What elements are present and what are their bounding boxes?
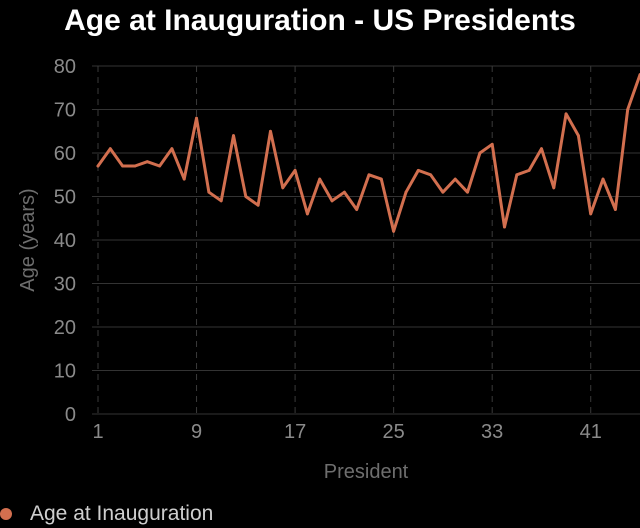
y-tick-label: 50 [54, 187, 76, 209]
data-point [182, 177, 186, 181]
data-point [232, 134, 235, 138]
data-point [392, 229, 396, 233]
y-tick-label: 30 [54, 274, 76, 296]
data-point [367, 173, 371, 177]
grid-lines [92, 65, 640, 415]
data-point [170, 147, 174, 151]
x-tick-label: 41 [580, 421, 602, 443]
data-point [577, 134, 580, 138]
legend-label: Age at Inauguration [30, 502, 214, 525]
data-point [416, 169, 420, 172]
data-point [342, 190, 346, 194]
data-point [453, 177, 457, 181]
data-point [269, 129, 272, 133]
y-tick-label: 10 [54, 361, 76, 383]
data-point [429, 173, 432, 177]
x-tick-label: 25 [383, 421, 405, 443]
data-point [281, 186, 285, 190]
data-point [466, 190, 469, 194]
data-point [96, 164, 100, 168]
data-point [318, 177, 322, 181]
data-point [293, 169, 297, 172]
data-point [108, 147, 112, 151]
legend: Age at Inauguration [0, 500, 213, 528]
data-point [244, 195, 248, 198]
data-point [121, 164, 125, 168]
data-point [613, 208, 617, 211]
data-point [379, 177, 383, 181]
y-tick-labels: 0 10 20 30 40 50 60 70 80 [54, 56, 76, 426]
data-point [441, 190, 445, 194]
y-tick-label: 0 [65, 404, 76, 426]
y-tick-label: 40 [54, 230, 76, 252]
x-tick-label: 9 [191, 421, 202, 443]
y-tick-label: 20 [54, 317, 76, 339]
legend-swatch [0, 508, 12, 520]
chart-title: Age at Inauguration - US Presidents [64, 4, 576, 37]
data-point [527, 169, 531, 172]
data-point [133, 164, 137, 168]
x-tick-label: 33 [481, 421, 503, 443]
x-tick-label: 17 [284, 421, 306, 443]
data-point [490, 142, 494, 146]
data-point [601, 177, 605, 181]
data-point [564, 112, 568, 116]
data-point [306, 212, 309, 216]
data-point [355, 208, 359, 211]
data-point [478, 151, 482, 155]
y-tick-label: 70 [54, 100, 76, 122]
data-point [195, 116, 198, 120]
data-point [503, 225, 506, 229]
y-axis-label: Age (years) [17, 188, 39, 291]
data-point [404, 190, 408, 194]
series-layer [96, 73, 640, 233]
x-tick-labels: 1 9 17 25 33 41 [92, 421, 601, 443]
data-point [540, 147, 543, 151]
data-point [589, 212, 593, 216]
y-tick-label: 80 [54, 56, 76, 78]
data-point [219, 199, 223, 203]
data-point [207, 190, 211, 194]
data-point [515, 173, 519, 177]
data-point [145, 160, 149, 164]
data-point [256, 203, 260, 207]
data-point [158, 164, 161, 168]
data-point [552, 186, 556, 190]
data-point [626, 108, 630, 111]
x-tick-label: 1 [92, 421, 103, 443]
y-tick-label: 60 [54, 143, 76, 165]
x-axis-label: President [324, 461, 409, 483]
data-point [330, 199, 334, 203]
